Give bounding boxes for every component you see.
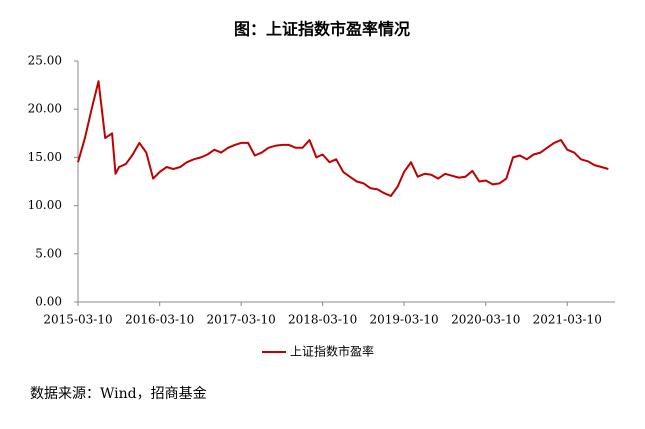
- y-tick-label: 0.00: [35, 295, 62, 309]
- y-tick-label: 10.00: [28, 198, 62, 212]
- chart-title: 图：上证指数市盈率情况: [234, 20, 410, 39]
- x-tick-label: 2020-03-10: [451, 313, 520, 327]
- x-tick-label: 2019-03-10: [369, 313, 438, 327]
- x-tick-label: 2016-03-10: [125, 313, 194, 327]
- y-tick-label: 20.00: [28, 102, 62, 116]
- x-tick-label: 2021-03-10: [533, 313, 602, 327]
- y-tick-label: 25.00: [28, 54, 62, 68]
- y-tick-label: 5.00: [35, 246, 62, 260]
- legend-label: 上证指数市盈率: [290, 344, 374, 359]
- x-tick-label: 2018-03-10: [288, 313, 357, 327]
- x-tick-label: 2017-03-10: [207, 313, 276, 327]
- data-line: [77, 80, 609, 197]
- y-tick-label: 15.00: [28, 150, 62, 164]
- x-tick-label: 2015-03-10: [43, 313, 112, 327]
- source-note: 数据来源：Wind，招商基金: [30, 385, 207, 402]
